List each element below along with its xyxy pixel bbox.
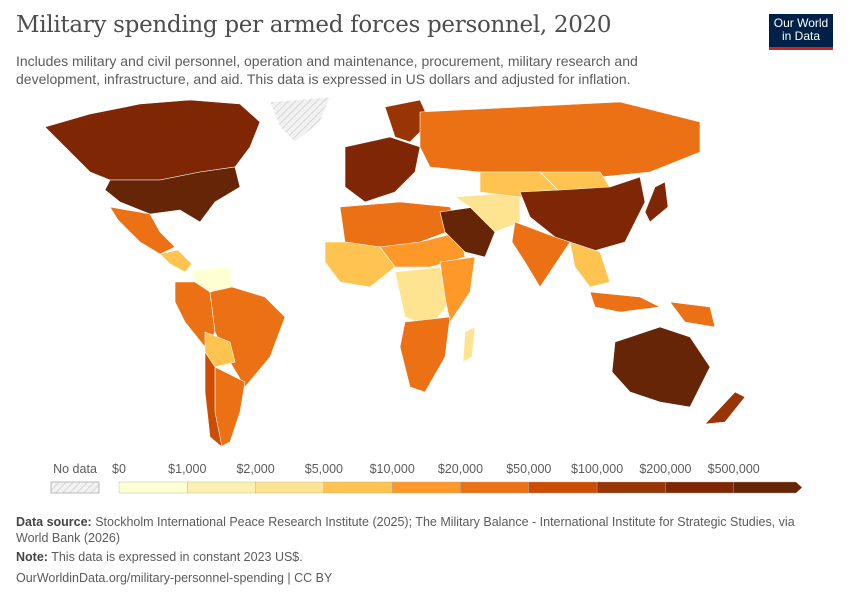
- legend-bin-9[interactable]: [733, 481, 803, 494]
- legend-tick-label: $1,000: [168, 462, 207, 476]
- legend-bin-4[interactable]: [392, 481, 461, 494]
- world-map: [44, 96, 746, 448]
- legend-bin-7[interactable]: [596, 481, 666, 494]
- legend: [50, 481, 803, 494]
- logo-line2: in Data: [781, 29, 821, 43]
- region-papua[interactable]: [669, 301, 716, 328]
- region-china[interactable]: [519, 176, 646, 253]
- region-india[interactable]: [511, 221, 571, 288]
- region-southeast-asia[interactable]: [569, 241, 611, 288]
- legend-tick-label: $200,000: [639, 462, 692, 476]
- logo-line1: Our World: [773, 16, 829, 30]
- legend-tick-label: $0: [112, 462, 126, 476]
- region-greenland[interactable]: [269, 96, 331, 143]
- region-madagascar[interactable]: [462, 326, 476, 363]
- legend-bin-8[interactable]: [665, 481, 734, 494]
- region-southern-africa[interactable]: [399, 316, 451, 393]
- note-label: Note:: [16, 550, 48, 564]
- legend-tick-label: $50,000: [506, 462, 552, 476]
- subtitle: Includes military and civil personnel, o…: [16, 53, 638, 87]
- legend-bin-0[interactable]: [118, 481, 188, 494]
- region-japan[interactable]: [644, 181, 669, 223]
- legend-tick-label: $5,000: [304, 462, 344, 476]
- data-source: Data source: Stockholm International Pea…: [16, 514, 826, 546]
- source-label: Data source:: [16, 515, 92, 529]
- region-mexico[interactable]: [109, 206, 176, 255]
- source-text: Stockholm International Peace Research I…: [16, 515, 795, 545]
- legend-tick-label: $10,000: [369, 462, 415, 476]
- legend-bin-3[interactable]: [323, 481, 393, 494]
- region-central-africa[interactable]: [394, 266, 451, 328]
- region-west-africa[interactable]: [324, 241, 396, 288]
- region-chile[interactable]: [204, 351, 223, 448]
- legend-tick-label: $100,000: [571, 462, 624, 476]
- region-east-africa[interactable]: [439, 256, 476, 323]
- legend-no-data-label: No data: [53, 462, 97, 476]
- region-new-zealand[interactable]: [704, 391, 746, 425]
- region-australia[interactable]: [611, 326, 711, 408]
- owid-logo[interactable]: Our World in Data: [769, 14, 833, 50]
- legend-tick-label: $2,000: [236, 462, 275, 476]
- region-usa[interactable]: [104, 166, 241, 223]
- note-text: This data is expressed in constant 2023 …: [51, 550, 303, 564]
- region-indonesia[interactable]: [589, 291, 662, 313]
- legend-bin-2[interactable]: [255, 481, 325, 494]
- page-title: Military spending per armed forces perso…: [16, 12, 612, 38]
- legend-bin-1[interactable]: [187, 481, 256, 494]
- region-canada[interactable]: [44, 99, 261, 181]
- note: Note: This data is expressed in constant…: [16, 549, 826, 565]
- region-western-europe[interactable]: [344, 136, 421, 203]
- legend-bin-6[interactable]: [528, 481, 598, 494]
- legend-tick-label: $20,000: [437, 462, 484, 476]
- legend-tick-label: $500,000: [707, 462, 760, 476]
- legend-no-data-swatch: [50, 481, 100, 494]
- legend-bin-5[interactable]: [460, 481, 530, 494]
- region-russia[interactable]: [419, 101, 701, 178]
- region-bolivia[interactable]: [204, 331, 236, 368]
- region-central-america[interactable]: [159, 249, 193, 273]
- source-url[interactable]: OurWorldinData.org/military-personnel-sp…: [16, 571, 333, 585]
